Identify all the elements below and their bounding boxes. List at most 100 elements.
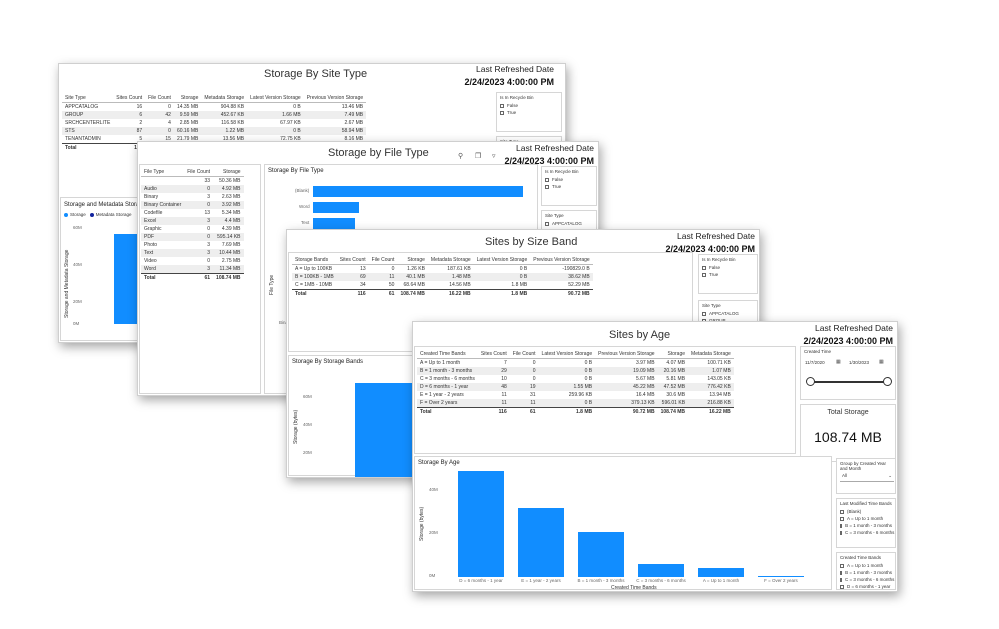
- table-row[interactable]: B = 100KB - 1MB 69 11 40.1 MB 1.48 MB 0 B 38.6…: [292, 273, 593, 281]
- slicer-option[interactable]: B = 1 month - 3 months: [837, 569, 895, 576]
- column-header[interactable]: Metadata Storage: [427, 256, 474, 265]
- table-row[interactable]: Graphic 0 4.39 MB: [141, 225, 244, 233]
- chart-bar[interactable]: [114, 234, 140, 324]
- slicer-option[interactable]: A = Up to 1 month: [837, 515, 895, 522]
- slicer-option[interactable]: A = Up to 1 month: [837, 562, 895, 569]
- table-row[interactable]: A = Up to 100KB 13 0 1.26 KB 187.61 KB 0 B -19…: [292, 265, 593, 274]
- column-header[interactable]: Created Time Bands: [417, 350, 478, 359]
- table-row[interactable]: E = 1 year - 2 years 11 31 259.96 KB 16.4 MB…: [417, 391, 734, 399]
- filter-icon[interactable]: ▿: [492, 153, 496, 160]
- chart-bar[interactable]: [517, 508, 565, 577]
- column-header[interactable]: Storage: [397, 256, 428, 265]
- column-header[interactable]: Sites Count: [113, 94, 146, 103]
- table-row[interactable]: C = 3 months - 6 months 10 0 0 B 5.67 MB 5.81…: [417, 375, 734, 383]
- column-header[interactable]: Site Type: [62, 94, 114, 103]
- slicer-option[interactable]: APPCATALOG: [699, 310, 757, 317]
- slicer-option[interactable]: False: [542, 176, 596, 183]
- checkbox-icon[interactable]: [840, 563, 844, 568]
- table-row[interactable]: SRCHCENTERLITE 2 4 2.85 MB 116.58 KB 67.97 KB…: [62, 119, 366, 127]
- table-row[interactable]: STS 87 0 60.16 MB 1.22 MB 0 B 58.94 MB: [62, 127, 367, 135]
- checkbox-icon[interactable]: [545, 184, 549, 189]
- table-row[interactable]: F = Over 2 years 11 11 0 B 379.13 KB 596.01 K…: [417, 399, 734, 408]
- checkbox-icon[interactable]: [840, 577, 842, 582]
- table-row[interactable]: B = 1 month - 3 months 29 0 0 B 19.09 MB 20.1…: [417, 367, 734, 375]
- table-row[interactable]: TENANTADMIN 5 15 21.79 MB 13.56 MB 72.75 KB 8.…: [62, 135, 366, 144]
- slicer-option[interactable]: (Blank): [837, 508, 895, 515]
- slicer-option[interactable]: False: [497, 102, 561, 109]
- column-header[interactable]: File Count: [368, 256, 398, 265]
- chart-bar[interactable]: [313, 218, 355, 229]
- legend-item[interactable]: Metadata Storage: [89, 212, 132, 217]
- column-header[interactable]: Previous Version Storage: [530, 256, 593, 265]
- checkbox-icon[interactable]: [840, 516, 844, 521]
- column-header[interactable]: File Count: [184, 168, 214, 177]
- date-range-track[interactable]: [811, 381, 887, 383]
- table-row[interactable]: 33 50.36 MB: [141, 177, 244, 186]
- table-row[interactable]: Text 3 10.44 MB: [141, 249, 244, 257]
- range-handle-start[interactable]: [806, 377, 815, 386]
- checkbox-icon[interactable]: [840, 584, 844, 589]
- chart-bar[interactable]: [637, 563, 685, 577]
- copy-icon[interactable]: ❐: [475, 153, 482, 160]
- checkbox-icon[interactable]: [702, 272, 706, 277]
- table-row[interactable]: Video 0 2.75 MB: [141, 257, 244, 265]
- column-header[interactable]: Sites Count: [477, 350, 510, 359]
- table-row[interactable]: Word 3 11.34 MB: [141, 265, 244, 274]
- chart-bar[interactable]: [355, 383, 419, 477]
- column-header[interactable]: Latest Version Storage: [538, 350, 596, 359]
- end-date[interactable]: 1/30/2023: [849, 360, 870, 365]
- chart-bar[interactable]: [313, 202, 359, 213]
- checkbox-icon[interactable]: [500, 103, 504, 108]
- column-header[interactable]: File Count: [509, 350, 539, 359]
- column-header[interactable]: Sites Count: [336, 256, 369, 265]
- slicer-option[interactable]: C = 3 months - 6 months: [837, 529, 895, 536]
- table-row[interactable]: Excel 3 4.4 MB: [141, 217, 244, 225]
- calendar-icon[interactable]: ▦: [836, 359, 841, 365]
- column-header[interactable]: Latest Version Storage: [473, 256, 531, 265]
- checkbox-icon[interactable]: [840, 570, 843, 575]
- checkbox-icon[interactable]: [702, 265, 706, 270]
- pin-icon[interactable]: ⚲: [458, 153, 464, 160]
- column-header[interactable]: File Type: [141, 168, 185, 177]
- slicer-option[interactable]: APPCATALOG: [542, 220, 596, 227]
- chart-bar[interactable]: [313, 186, 523, 197]
- calendar-icon[interactable]: ▦: [879, 359, 884, 365]
- checkbox-icon[interactable]: [545, 177, 549, 182]
- column-header[interactable]: Storage: [657, 350, 689, 359]
- legend-item[interactable]: Storage: [64, 212, 86, 217]
- table-row[interactable]: GROUP 6 42 9.59 MB 452.67 KB 1.66 MB 7.49 MB: [62, 111, 367, 119]
- chart-bar[interactable]: [757, 575, 805, 577]
- chart-bar[interactable]: [697, 567, 745, 577]
- chart-bar[interactable]: [457, 470, 505, 577]
- column-header[interactable]: Metadata Storage: [688, 350, 734, 359]
- slicer-option[interactable]: False: [699, 264, 757, 271]
- table-row[interactable]: Codefile 13 5.34 MB: [141, 209, 244, 217]
- range-handle-end[interactable]: [883, 377, 892, 386]
- column-header[interactable]: Storage: [213, 168, 244, 177]
- table-row[interactable]: Binary Container 0 3.92 MB: [141, 201, 244, 209]
- table-row[interactable]: D = 6 months - 1 year 48 19 1.55 MB 45.22 MB…: [417, 383, 734, 391]
- table-row[interactable]: Audio 0 4.92 MB: [141, 185, 244, 193]
- table-row[interactable]: APPCATALOG 16 0 14.35 MB 904.88 KB 0 B 13.46 M…: [62, 103, 366, 112]
- column-header[interactable]: Latest Version Storage: [247, 94, 304, 103]
- column-header[interactable]: Storage: [173, 94, 202, 103]
- column-header[interactable]: Storage Bands: [292, 256, 337, 265]
- slicer-option[interactable]: True: [542, 183, 596, 190]
- checkbox-icon[interactable]: [840, 509, 844, 514]
- slicer-option[interactable]: True: [699, 271, 757, 278]
- checkbox-icon[interactable]: [545, 221, 549, 226]
- table-row[interactable]: PDF 0 595.14 KB: [141, 233, 244, 241]
- chart-bar[interactable]: [577, 531, 625, 577]
- slicer-option[interactable]: D = 6 months - 1 year: [837, 583, 895, 590]
- column-header[interactable]: File Count: [145, 94, 174, 103]
- start-date[interactable]: 11/7/2020: [805, 360, 825, 365]
- checkbox-icon[interactable]: [702, 311, 706, 316]
- group-dropdown[interactable]: All ⌄: [840, 473, 894, 482]
- table-row[interactable]: Binary 3 2.63 MB: [141, 193, 244, 201]
- checkbox-icon[interactable]: [840, 530, 842, 535]
- column-header[interactable]: Previous Version Storage: [595, 350, 658, 359]
- table-row[interactable]: Photo 3 7.69 MB: [141, 241, 244, 249]
- column-header[interactable]: Previous Version Storage: [303, 94, 367, 103]
- checkbox-icon[interactable]: [500, 110, 504, 115]
- table-row[interactable]: A = Up to 1 month 7 0 0 B 3.97 MB 4.07 MB 100.…: [417, 359, 734, 368]
